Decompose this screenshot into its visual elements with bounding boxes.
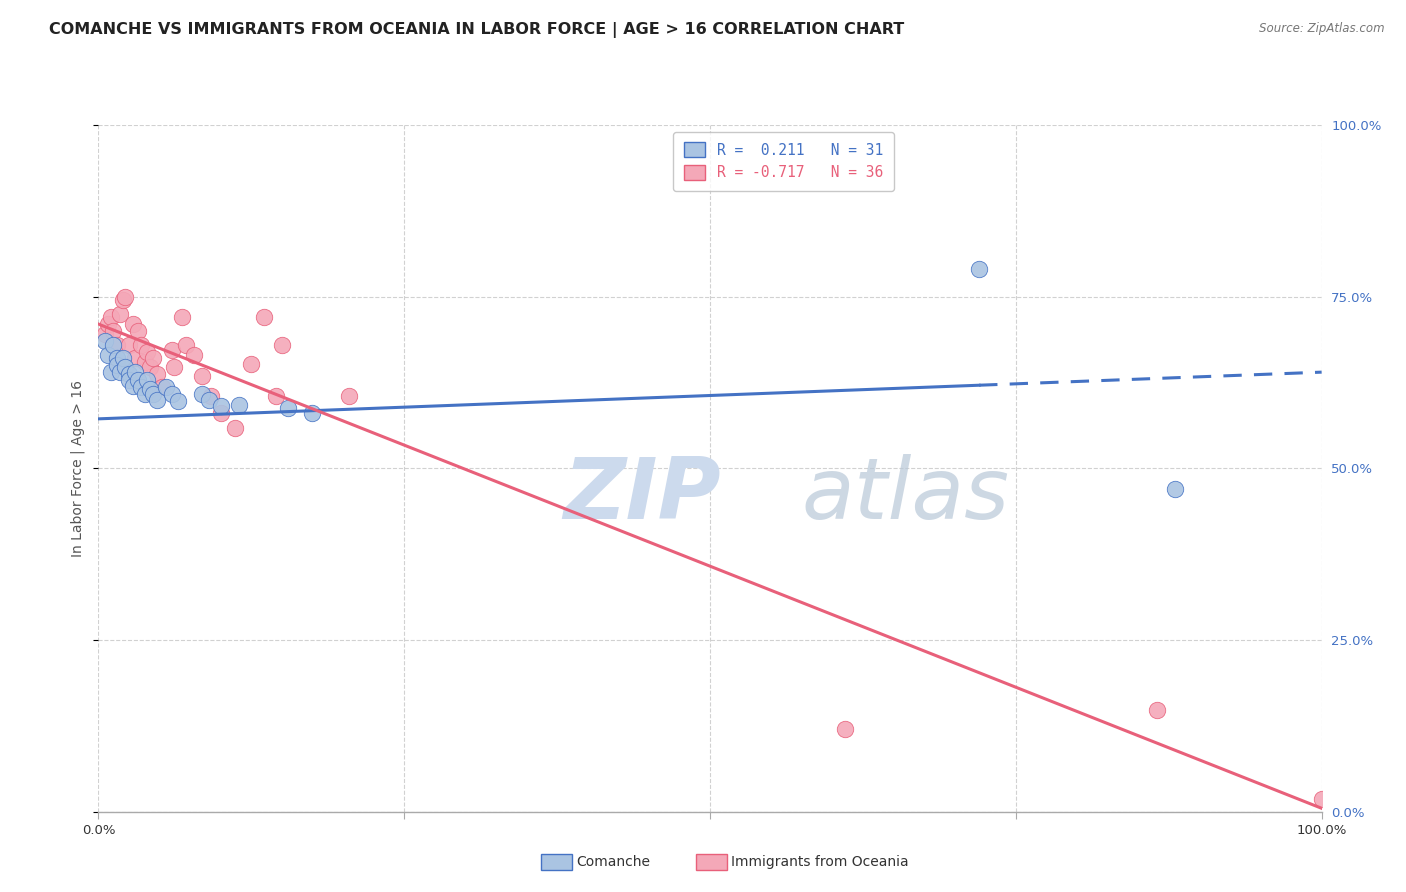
Point — [124, 365, 146, 379]
Point — [110, 307, 132, 321]
Point — [121, 379, 143, 393]
Point — [1164, 482, 1187, 496]
Text: COMANCHE VS IMMIGRANTS FROM OCEANIA IN LABOR FORCE | AGE > 16 CORRELATION CHART: COMANCHE VS IMMIGRANTS FROM OCEANIA IN L… — [49, 22, 904, 38]
Point — [136, 373, 159, 387]
Point — [105, 351, 128, 366]
Point — [170, 310, 193, 325]
Point — [176, 337, 198, 351]
Point — [337, 389, 360, 403]
Point — [139, 382, 162, 396]
Point — [160, 387, 183, 401]
Point — [277, 401, 299, 415]
Legend: R =  0.211   N = 31, R = -0.717   N = 36: R = 0.211 N = 31, R = -0.717 N = 36 — [673, 132, 894, 191]
Point — [155, 380, 177, 394]
Point — [134, 355, 156, 369]
Text: ZIP: ZIP — [564, 454, 721, 537]
Point — [97, 348, 120, 362]
Y-axis label: In Labor Force | Age > 16: In Labor Force | Age > 16 — [70, 380, 86, 557]
Point — [105, 358, 128, 373]
Point — [97, 317, 120, 331]
Point — [139, 359, 162, 374]
Point — [301, 406, 323, 420]
Point — [183, 348, 205, 362]
Point — [967, 262, 990, 277]
Point — [197, 392, 219, 407]
Point — [224, 421, 246, 435]
Point — [146, 392, 169, 407]
Point — [134, 387, 156, 401]
Point — [114, 289, 136, 303]
Point — [240, 357, 263, 371]
Point — [146, 367, 169, 381]
Point — [129, 380, 152, 394]
Text: Comanche: Comanche — [576, 855, 651, 869]
Point — [129, 337, 152, 351]
Point — [150, 380, 173, 394]
Point — [124, 351, 146, 366]
Point — [101, 324, 124, 338]
Point — [118, 373, 141, 387]
Point — [118, 337, 141, 351]
Point — [191, 387, 214, 401]
Point — [111, 351, 134, 366]
Text: Source: ZipAtlas.com: Source: ZipAtlas.com — [1260, 22, 1385, 36]
Point — [114, 359, 136, 374]
Point — [252, 310, 274, 325]
Point — [93, 334, 115, 349]
Point — [142, 387, 165, 401]
Point — [270, 337, 294, 351]
Point — [167, 394, 190, 409]
Point — [1146, 703, 1168, 717]
Point — [163, 359, 186, 374]
Point — [127, 373, 149, 387]
Point — [209, 400, 232, 414]
Point — [127, 324, 149, 338]
Point — [209, 406, 232, 420]
Text: atlas: atlas — [801, 454, 1010, 537]
Point — [100, 310, 122, 325]
Point — [834, 723, 856, 737]
Point — [100, 365, 122, 379]
Point — [191, 368, 214, 383]
Point — [93, 327, 115, 342]
Point — [105, 337, 128, 351]
Point — [200, 389, 222, 403]
Point — [264, 389, 287, 403]
Point — [160, 343, 183, 358]
Point — [111, 293, 134, 307]
Point — [121, 317, 143, 331]
Point — [1310, 792, 1333, 806]
Point — [136, 344, 159, 359]
Point — [142, 351, 165, 366]
Point — [118, 367, 141, 381]
Text: Immigrants from Oceania: Immigrants from Oceania — [731, 855, 908, 869]
Point — [101, 337, 124, 351]
Point — [228, 398, 250, 412]
Point — [110, 365, 132, 379]
